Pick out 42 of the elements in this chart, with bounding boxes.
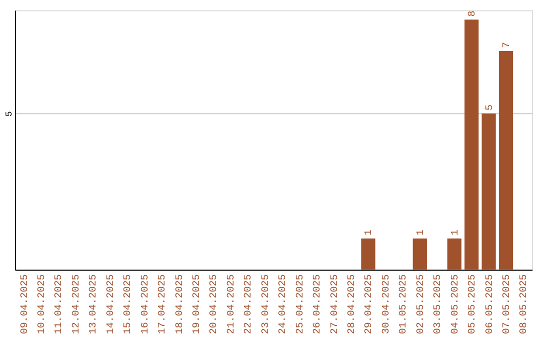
x-tick-label: 17.04.2025	[156, 274, 168, 334]
x-tick-label: 22.04.2025	[242, 274, 254, 334]
bar	[361, 238, 376, 270]
x-tick-label: 02.05.2025	[414, 274, 426, 334]
bar	[482, 113, 496, 270]
bar	[498, 50, 514, 270]
x-tick-label: 28.04.2025	[346, 274, 357, 334]
x-tick-label: 08.05.2025	[518, 274, 530, 334]
x-tick-label: 19.04.2025	[190, 274, 202, 334]
data-label: 1	[449, 230, 460, 236]
x-tick-label: 13.04.2025	[88, 274, 99, 334]
x-tick-label: 14.04.2025	[104, 274, 116, 334]
x-tick-label: 04.05.2025	[449, 274, 460, 334]
x-tick-label: 07.05.2025	[501, 274, 512, 334]
x-tick-label: 23.04.2025	[260, 274, 271, 334]
x-tick-label: 21.04.2025	[225, 274, 236, 334]
x-tick-label: 10.04.2025	[36, 274, 47, 334]
x-tick-label: 16.04.2025	[139, 274, 150, 334]
x-tick-label: 24.04.2025	[277, 274, 288, 334]
x-tick-label: 18.04.2025	[174, 274, 185, 334]
x-tick-label: 01.05.2025	[398, 274, 409, 334]
x-tick-label: 26.04.2025	[312, 274, 323, 334]
data-label: 5	[484, 104, 495, 110]
data-label: 1	[414, 230, 426, 236]
x-tick-label: 06.05.2025	[484, 274, 495, 334]
x-tick-label: 20.04.2025	[208, 274, 220, 334]
x-tick-label: 29.04.2025	[363, 274, 374, 334]
data-label: 8	[466, 10, 478, 17]
bar	[464, 20, 479, 270]
x-tick-label: 15.04.2025	[122, 274, 134, 334]
x-tick-label: 05.05.2025	[466, 274, 478, 334]
x-tick-label: 11.04.2025	[53, 274, 64, 334]
data-label: 7	[501, 42, 512, 48]
bar	[447, 238, 462, 270]
x-tick-label: 25.04.2025	[294, 274, 306, 334]
data-label: 1	[363, 230, 374, 236]
x-tick-label: 27.04.2025	[328, 274, 340, 334]
x-tick-label: 30.04.2025	[380, 274, 392, 334]
x-tick-label: 12.04.2025	[70, 274, 82, 334]
bar	[412, 238, 427, 270]
x-tick-label: 03.05.2025	[432, 274, 444, 334]
x-tick-label: 09.04.2025	[18, 274, 30, 334]
